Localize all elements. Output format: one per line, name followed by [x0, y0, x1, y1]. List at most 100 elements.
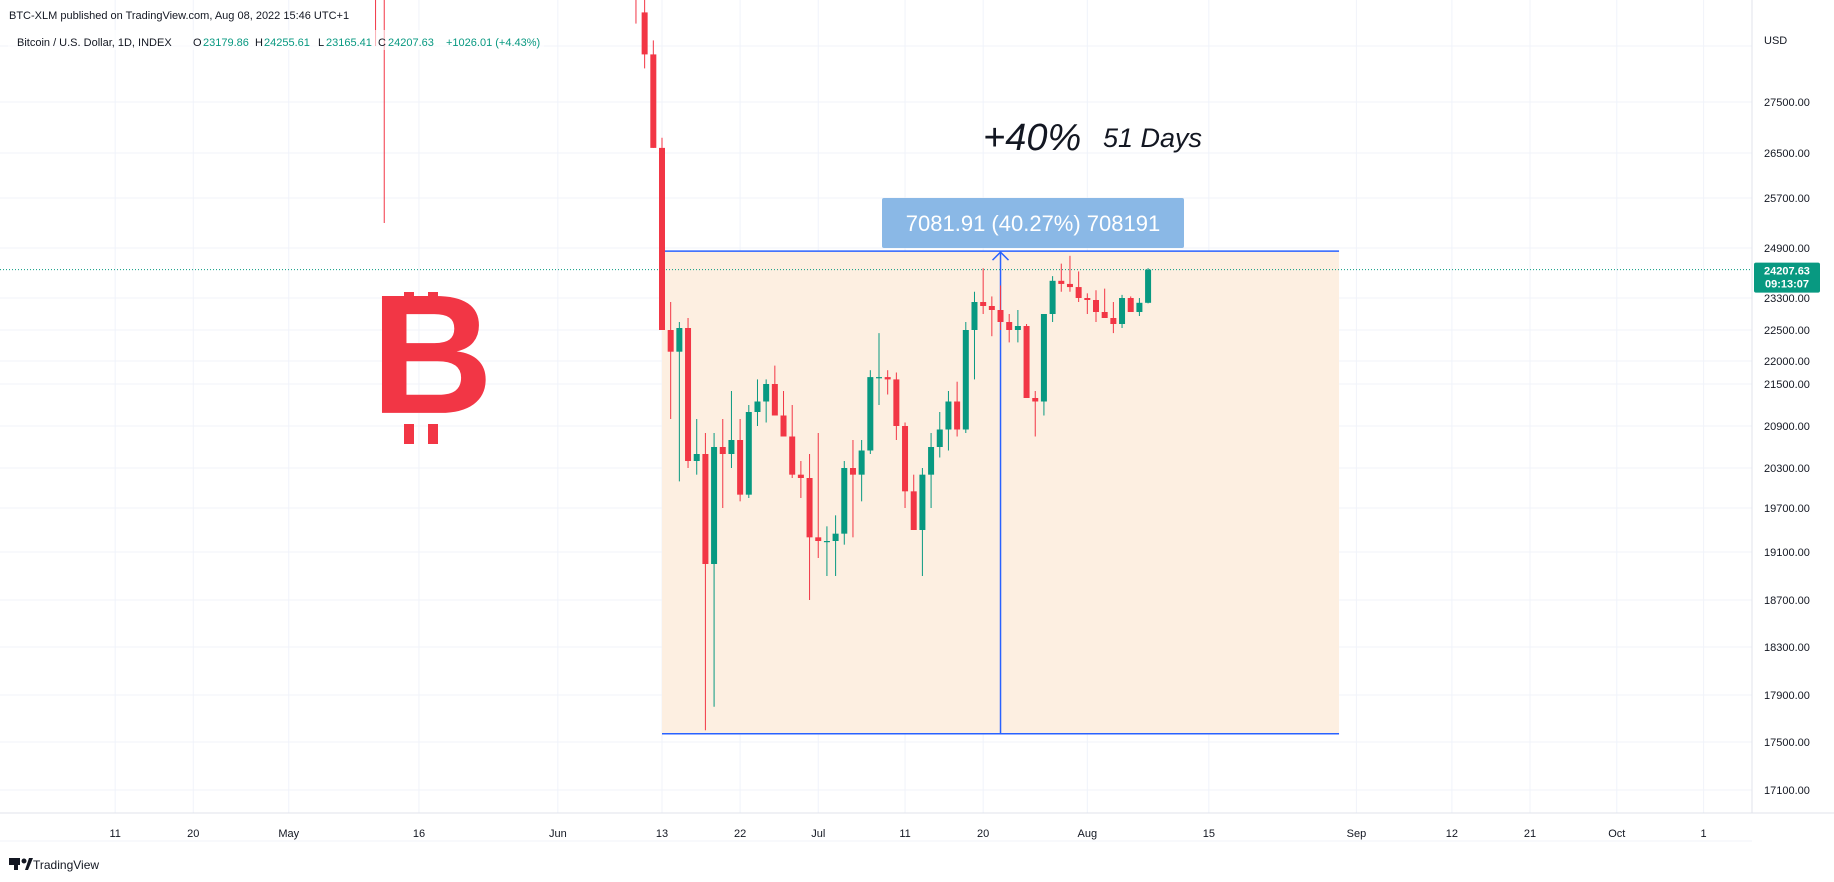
candle-body	[797, 474, 804, 478]
candle	[1058, 263, 1065, 292]
candle-body	[971, 302, 978, 330]
candle-body	[815, 537, 822, 541]
candle	[1075, 271, 1082, 302]
candle	[867, 370, 874, 454]
candle	[823, 526, 830, 576]
candle	[1127, 296, 1134, 312]
candle	[849, 440, 856, 538]
candles-layer	[375, 0, 1152, 731]
candle-body	[728, 440, 735, 454]
price-tick-label: 17500.00	[1764, 737, 1810, 749]
candle	[667, 302, 674, 419]
ohlc-low-label: L	[318, 37, 324, 49]
candle-body	[945, 401, 952, 430]
candle	[910, 474, 917, 530]
candle	[754, 379, 761, 426]
measure-arrow-head	[991, 251, 1010, 261]
time-tick-label: 1	[1701, 828, 1707, 840]
time-tick-label: 11	[899, 828, 910, 840]
candle-body	[919, 474, 926, 530]
ohlc-open-label: O	[193, 37, 202, 49]
candle	[780, 391, 787, 437]
candle-body	[988, 306, 995, 310]
candle	[962, 322, 969, 433]
candle-body	[754, 401, 761, 412]
price-tick-label: 24900.00	[1764, 243, 1810, 255]
candle-body	[980, 302, 987, 306]
ohlc-high-label: H	[255, 37, 263, 49]
candle	[1119, 294, 1126, 328]
time-tick-label: 21	[1524, 828, 1536, 840]
candle	[797, 461, 804, 498]
candle	[936, 412, 943, 458]
candle-body	[884, 377, 891, 380]
time-tick-label: Sep	[1347, 828, 1367, 840]
price-tick-label: 22500.00	[1764, 325, 1810, 337]
candle-body	[1014, 326, 1021, 330]
candle-body	[659, 147, 665, 330]
last-price-tag	[1754, 262, 1820, 293]
candle-body	[910, 491, 917, 530]
candle	[1084, 293, 1091, 314]
time-scale-labels[interactable]: 11 20 May 16 Jun 13 22 Jul 11 20 Aug 15 Sep 12 21 Oct 1	[109, 828, 1706, 840]
candle	[1040, 314, 1047, 416]
candle	[971, 291, 978, 380]
candle-body	[1006, 322, 1013, 330]
candle-body	[693, 454, 700, 461]
candle-body	[858, 450, 865, 475]
candle-body	[928, 447, 935, 475]
time-tick-label: May	[278, 828, 299, 840]
ohlc-close: 24207.63	[388, 37, 434, 49]
candle	[815, 433, 822, 558]
candle	[789, 405, 796, 478]
measure-label: 7081.91 (40.27%) 708191	[906, 211, 1160, 236]
candle-body	[702, 454, 709, 564]
svg-text:B: B	[371, 260, 494, 450]
candle-body	[685, 328, 692, 461]
tradingview-logo[interactable]	[9, 858, 33, 870]
price-tick-label: 25700.00	[1764, 193, 1810, 205]
candle-body	[1127, 298, 1134, 312]
annotation-percent[interactable]: +40%	[983, 117, 1081, 159]
annotation-days[interactable]: 51 Days	[1103, 123, 1202, 153]
time-tick-label: 22	[734, 828, 746, 840]
candle-body	[962, 330, 969, 430]
candle-body	[867, 377, 874, 451]
candle	[676, 322, 683, 482]
published-note: BTC-XLM published on TradingView.com, Au…	[9, 10, 349, 22]
candle-body	[763, 384, 770, 402]
candle	[893, 372, 900, 440]
price-tick-label: 26500.00	[1764, 148, 1810, 160]
candle-body	[737, 440, 744, 495]
price-tick-label: 22000.00	[1764, 356, 1810, 368]
candle	[841, 461, 848, 545]
candle	[1066, 255, 1073, 292]
candle	[954, 381, 961, 437]
candle	[1101, 288, 1108, 318]
price-scale-labels: 17100.00 17500.00 17900.00 18300.00 18700.00…	[1764, 97, 1810, 797]
symbol-title[interactable]: Bitcoin / U.S. Dollar, 1D, INDEX	[17, 37, 172, 49]
price-tick-label: 19700.00	[1764, 503, 1810, 515]
candle-body	[893, 379, 900, 426]
candle-body	[1075, 287, 1082, 298]
candle-body	[954, 401, 961, 430]
bitcoin-b-logo: B	[371, 260, 494, 450]
candle	[832, 515, 839, 576]
candle	[919, 468, 926, 576]
price-scale[interactable]	[1753, 0, 1834, 813]
time-tick-label: Aug	[1078, 828, 1098, 840]
price-tick-label: 18300.00	[1764, 642, 1810, 654]
candle	[858, 440, 865, 502]
candle	[1110, 302, 1117, 334]
price-tick-label: 20900.00	[1764, 421, 1810, 433]
candle	[650, 40, 657, 148]
price-tick-label: 17100.00	[1764, 785, 1810, 797]
price-tick-label: 17900.00	[1764, 690, 1810, 702]
candle-body	[849, 468, 856, 475]
price-tick-label: 21500.00	[1764, 379, 1810, 391]
time-tick-label: 16	[413, 828, 425, 840]
candle	[1093, 290, 1099, 322]
candle	[745, 405, 752, 498]
candle	[763, 379, 770, 423]
